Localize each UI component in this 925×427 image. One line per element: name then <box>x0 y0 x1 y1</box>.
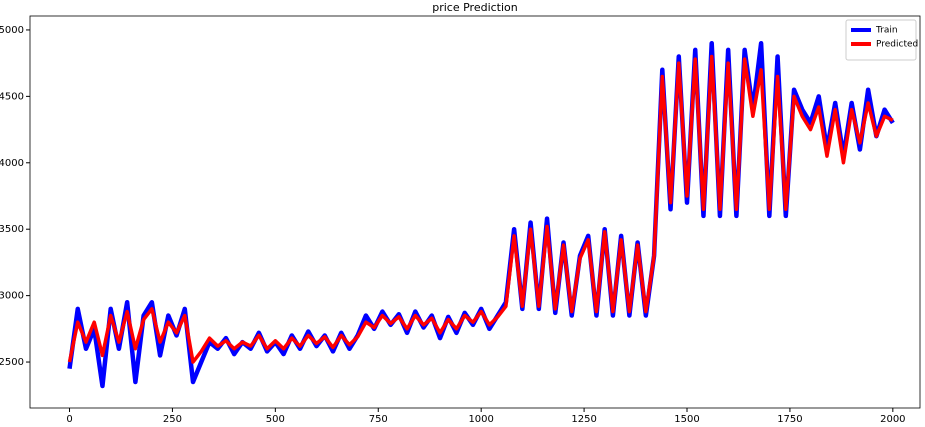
x-tick-label: 750 <box>369 414 388 423</box>
legend-label: Predicted <box>876 40 918 50</box>
y-tick-label: 3000 <box>0 291 24 302</box>
x-tick-label: 0 <box>66 414 72 423</box>
x-tick-label: 1000 <box>468 414 493 423</box>
plot-frame <box>29 15 921 409</box>
y-tick-label: 5000 <box>0 25 24 36</box>
x-tick-label: 1750 <box>777 414 802 423</box>
y-tick-label: 2500 <box>0 357 24 368</box>
y-tick-label: 4000 <box>0 158 24 169</box>
chart-title: price Prediction <box>432 1 518 14</box>
x-tick-label: 1250 <box>571 414 596 423</box>
x-tick-label: 1500 <box>674 414 699 423</box>
x-tick-label: 250 <box>163 414 182 423</box>
y-tick-label: 4500 <box>0 91 24 102</box>
x-tick-label: 500 <box>266 414 285 423</box>
y-tick-label: 3500 <box>0 224 24 235</box>
x-tick-label: 2000 <box>880 414 905 423</box>
legend-label: Train <box>875 26 898 36</box>
line <box>67 54 894 364</box>
line <box>67 40 895 389</box>
